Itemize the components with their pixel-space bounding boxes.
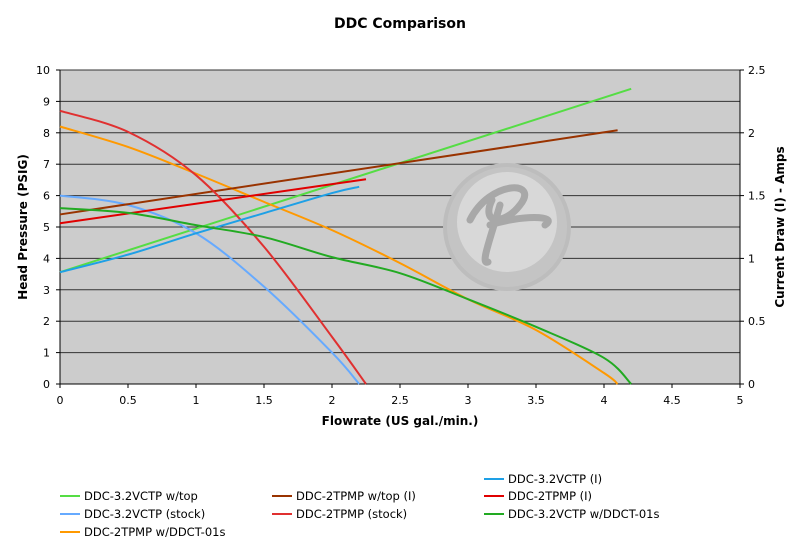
watermark-logo <box>443 163 571 291</box>
x-tick-label: 0.5 <box>119 394 137 407</box>
x-tick-label: 5 <box>737 394 744 407</box>
y-tick-label: 10 <box>36 64 50 77</box>
x-tick-label: 3.5 <box>527 394 545 407</box>
y-tick-label: 1 <box>43 347 50 360</box>
x-tick-label: 0 <box>57 394 64 407</box>
x-tick-label: 2 <box>329 394 336 407</box>
x-tick-label: 1 <box>193 394 200 407</box>
series-line <box>59 87 632 274</box>
y-tick-label: 5 <box>43 221 50 234</box>
x-tick-label: 4.5 <box>663 394 681 407</box>
y2-tick-label: 1.5 <box>748 190 766 203</box>
legend: DDC-3.2VCTP w/top DDC-3.2VCTP (stock) DDC-… <box>60 472 659 539</box>
legend-entry: DDC-3.2VCTP w/top <box>84 489 198 503</box>
series-line <box>59 185 360 274</box>
y-tick-label: 7 <box>43 158 50 171</box>
chart-title: DDC Comparison <box>334 16 466 32</box>
series-line <box>59 178 367 225</box>
legend-entry: DDC-2TPMP (I) <box>508 489 592 503</box>
x-axis-label: Flowrate (US gal./min.) <box>322 414 479 428</box>
legend-entry: DDC-2TPMP w/DDCT-01s <box>84 525 225 539</box>
y-tick-label: 6 <box>43 190 50 203</box>
y-tick-label: 8 <box>43 127 50 140</box>
y-tick-label: 9 <box>43 95 50 108</box>
y2-axis-label: Current Draw (I) - Amps <box>773 146 787 307</box>
y-tick-label: 4 <box>43 252 50 265</box>
legend-entry: DDC-3.2VCTP (I) <box>508 472 602 486</box>
x-tick-label: 3 <box>465 394 472 407</box>
legend-entry: DDC-2TPMP (stock) <box>296 507 407 521</box>
series-line <box>59 109 367 385</box>
legend-entry: DDC-2TPMP w/top (I) <box>296 489 416 503</box>
series-line <box>59 129 618 216</box>
series-line <box>59 207 632 385</box>
series-line <box>59 194 360 385</box>
y-axis-label: Head Pressure (PSIG) <box>16 154 30 300</box>
legend-entry: DDC-3.2VCTP w/DDCT-01s <box>508 507 659 521</box>
legend-entry: DDC-3.2VCTP (stock) <box>84 507 205 521</box>
y2-tick-label: 1 <box>748 252 755 265</box>
y2-tick-label: 0.5 <box>748 315 766 328</box>
x-tick-label: 4 <box>601 394 608 407</box>
y-tick-label: 3 <box>43 284 50 297</box>
y-tick-label: 0 <box>43 378 50 391</box>
y2-tick-label: 0 <box>748 378 755 391</box>
x-tick-label: 2.5 <box>391 394 409 407</box>
y2-tick-label: 2.5 <box>748 64 766 77</box>
series-line <box>59 125 619 385</box>
y-tick-label: 2 <box>43 315 50 328</box>
x-tick-label: 1.5 <box>255 394 273 407</box>
y2-tick-label: 2 <box>748 127 755 140</box>
